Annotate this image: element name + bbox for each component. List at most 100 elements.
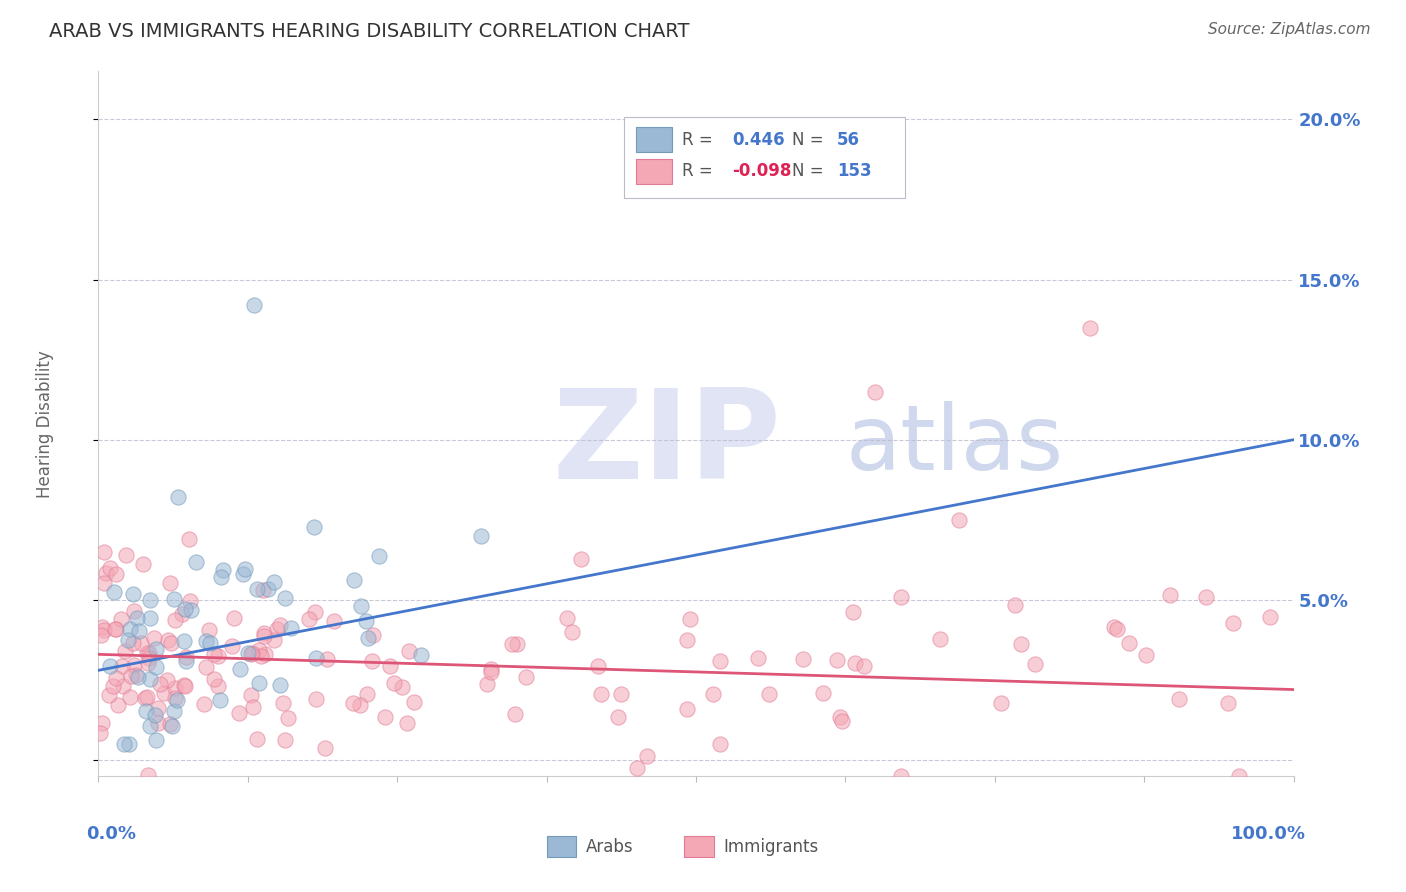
Point xyxy=(243,298,266,312)
Point xyxy=(1102,619,1125,633)
Text: Arabs: Arabs xyxy=(586,838,634,855)
Point xyxy=(179,594,201,608)
Point xyxy=(249,675,271,690)
Point xyxy=(138,767,160,781)
Point xyxy=(118,737,141,751)
Point xyxy=(117,633,139,648)
Point xyxy=(561,624,583,639)
Point xyxy=(626,761,648,775)
Point xyxy=(160,635,183,649)
Point xyxy=(280,621,302,635)
Point xyxy=(122,657,145,672)
Point xyxy=(356,687,378,701)
Point xyxy=(195,634,218,648)
Point xyxy=(91,715,114,730)
Point xyxy=(811,685,834,699)
Point xyxy=(844,656,866,670)
Point xyxy=(349,698,371,713)
Point xyxy=(1004,598,1026,612)
Point xyxy=(146,715,169,730)
Text: Immigrants: Immigrants xyxy=(724,838,818,855)
Point xyxy=(159,576,181,591)
Point xyxy=(1168,692,1191,706)
Text: 153: 153 xyxy=(837,162,872,180)
Point xyxy=(676,633,699,648)
FancyBboxPatch shape xyxy=(637,127,672,153)
Point xyxy=(176,650,198,665)
Point xyxy=(167,490,190,504)
Point xyxy=(828,710,851,724)
Point xyxy=(145,642,167,657)
Point xyxy=(207,648,229,663)
Point xyxy=(501,637,523,651)
Point xyxy=(1195,590,1218,604)
Point xyxy=(305,651,328,665)
Point xyxy=(402,695,425,709)
Point xyxy=(1227,769,1250,783)
Point xyxy=(198,636,221,650)
Point xyxy=(212,563,235,577)
Point xyxy=(679,612,702,626)
Point xyxy=(105,567,128,582)
Text: -0.098: -0.098 xyxy=(733,162,792,180)
Point xyxy=(479,665,502,679)
FancyBboxPatch shape xyxy=(624,117,905,198)
Point xyxy=(166,692,188,706)
Point xyxy=(304,606,326,620)
Point xyxy=(758,687,780,701)
Point xyxy=(103,585,125,599)
Point xyxy=(135,704,157,718)
Point xyxy=(111,679,134,693)
Point xyxy=(398,644,420,658)
Point xyxy=(477,677,499,691)
Point xyxy=(825,653,848,667)
Point xyxy=(129,635,152,649)
Point xyxy=(274,733,297,747)
Point xyxy=(121,636,143,650)
Point xyxy=(269,617,291,632)
Point xyxy=(139,592,162,607)
Point xyxy=(118,690,141,704)
Point xyxy=(342,696,364,710)
Point xyxy=(180,603,202,617)
Point xyxy=(173,678,195,692)
Point xyxy=(153,685,176,699)
Point xyxy=(173,633,195,648)
Point xyxy=(207,679,229,693)
Point xyxy=(1118,636,1140,650)
Point xyxy=(165,690,187,705)
Point xyxy=(114,737,136,751)
Point xyxy=(209,570,232,584)
Point xyxy=(506,637,529,651)
Point xyxy=(269,678,291,692)
Point xyxy=(323,614,346,628)
Point xyxy=(174,679,197,693)
Point xyxy=(127,670,149,684)
Text: Hearing Disability: Hearing Disability xyxy=(35,350,53,498)
Point xyxy=(122,604,145,618)
Text: N =: N = xyxy=(792,162,823,180)
Point xyxy=(792,652,814,666)
Point xyxy=(591,687,613,701)
Point xyxy=(138,647,160,661)
Point xyxy=(316,652,339,666)
Point xyxy=(253,648,276,662)
Point xyxy=(240,647,263,661)
Point xyxy=(378,659,401,673)
Text: R =: R = xyxy=(682,131,713,149)
Point xyxy=(256,582,278,596)
Point xyxy=(232,566,254,581)
Point xyxy=(242,700,264,714)
Point xyxy=(145,733,167,747)
Point xyxy=(104,623,127,637)
Point xyxy=(156,673,179,687)
Point xyxy=(928,632,950,647)
Point xyxy=(159,716,181,731)
Point xyxy=(110,612,132,626)
Point xyxy=(202,672,225,686)
Point xyxy=(93,545,115,559)
Text: 56: 56 xyxy=(837,131,860,149)
FancyBboxPatch shape xyxy=(547,836,576,857)
Text: 0.446: 0.446 xyxy=(733,131,785,149)
Point xyxy=(170,607,193,622)
